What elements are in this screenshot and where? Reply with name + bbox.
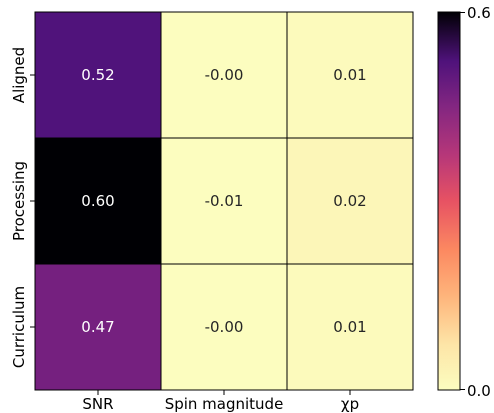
column-tick-label: Spin magnitude: [165, 395, 284, 413]
heatmap-cell-value: 0.01: [333, 66, 366, 84]
row-tick-label: Processing: [10, 161, 28, 241]
colorbar: 0.6 0.0: [437, 4, 491, 400]
heatmap-cell-value: 0.47: [81, 318, 114, 336]
heatmap-cell-value: 0.01: [333, 318, 366, 336]
colorbar-gradient: [437, 11, 461, 391]
row-tick-labels: Aligned Processing Curriculum: [10, 47, 35, 368]
row-tick-label: Curriculum: [10, 286, 28, 368]
heatmap-cell: [160, 263, 288, 391]
heatmap-cell-value: 0.52: [81, 66, 114, 84]
column-tick-label: χp: [341, 395, 359, 413]
heatmap-cell: [34, 137, 162, 265]
heatmap-cell-labels: 0.52 -0.00 0.01 0.60 -0.01 0.02 0.47 -0.00 0.01: [81, 66, 366, 336]
heatmap-cell-value: -0.00: [205, 318, 244, 336]
colorbar-tick-label-max: 0.6: [467, 4, 491, 22]
heatmap-cell: [160, 11, 288, 139]
heatmap-cell-value: -0.00: [205, 66, 244, 84]
heatmap-cell: [286, 11, 414, 139]
heatmap-cell-value: 0.60: [81, 192, 114, 210]
heatmap-cell-value: -0.01: [205, 192, 244, 210]
heatmap-cell-value: 0.02: [333, 192, 366, 210]
colorbar-tick-label-min: 0.0: [467, 382, 491, 400]
row-tick-label: Aligned: [10, 47, 28, 103]
heatmap-cells: [34, 11, 414, 391]
column-tick-labels: SNR Spin magnitude χp: [82, 390, 359, 413]
column-tick-label: SNR: [82, 395, 113, 413]
heatmap-cell: [160, 137, 288, 265]
heatmap-cell: [34, 11, 162, 139]
heatmap-cell: [286, 137, 414, 265]
